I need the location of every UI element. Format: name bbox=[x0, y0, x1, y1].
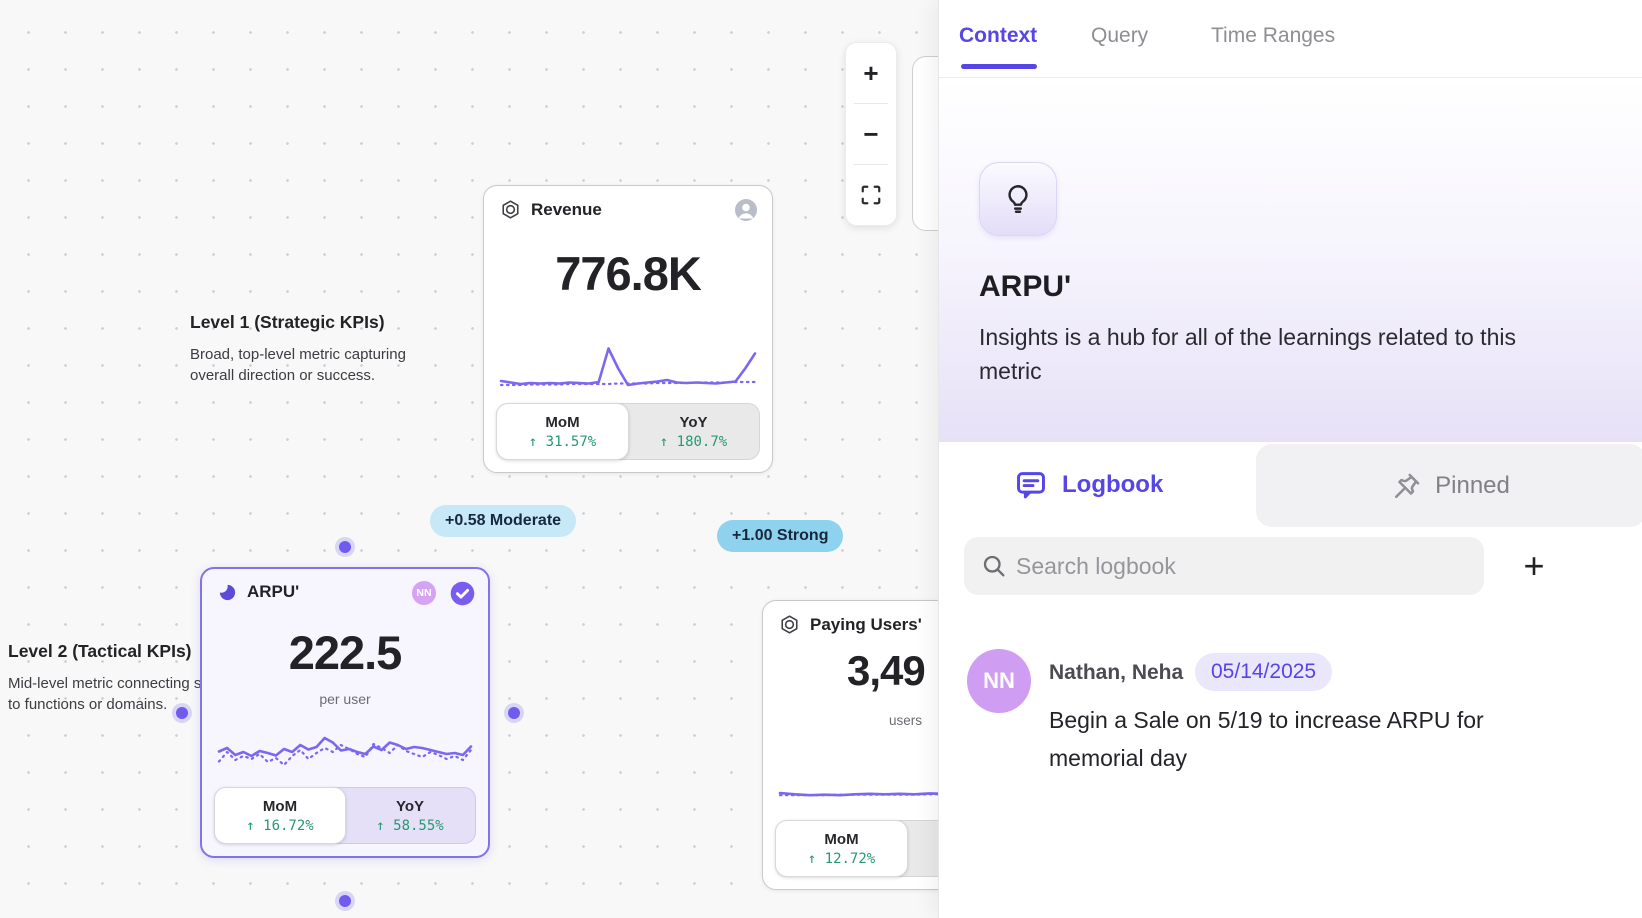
annotation-title: Level 2 (Tactical KPIs) bbox=[8, 641, 192, 661]
metric-card-revenue[interactable]: Revenue 776.8K MoM ↑ 31.57% YoY bbox=[483, 185, 773, 473]
divider bbox=[854, 164, 888, 165]
mom-stat[interactable]: MoM ↑ 16.72% bbox=[214, 787, 346, 844]
divider bbox=[854, 103, 888, 104]
metric-value: 222.5 bbox=[288, 626, 403, 679]
metric-value: 3,49 bbox=[847, 647, 926, 694]
annotation-level-1: Level 1 (Strategic KPIs) Broad, top-leve… bbox=[190, 312, 430, 386]
search-box[interactable] bbox=[964, 537, 1484, 595]
correlation-label-text: +1.00 Strong bbox=[732, 527, 829, 544]
mom-stat[interactable]: MoM ↑ 31.57% bbox=[496, 403, 629, 460]
card-title: ARPU' bbox=[247, 582, 300, 601]
zoom-out-button[interactable]: − bbox=[846, 104, 896, 164]
stat-value: ↑ 16.72% bbox=[246, 817, 314, 834]
stat-label: YoY bbox=[395, 797, 425, 815]
stat-value: ↑ 58.55% bbox=[376, 817, 444, 834]
add-logbook-entry-button[interactable]: + bbox=[1511, 543, 1557, 589]
period-stats: MoM ↑ 31.57% YoY ↑ 180.7% bbox=[496, 403, 760, 460]
metric-unit: per user bbox=[319, 691, 371, 707]
mom-stat[interactable]: MoM ↑ 12.72% bbox=[775, 820, 908, 877]
correlation-label-text: +0.58 Moderate bbox=[445, 512, 562, 529]
correlation-edges-layer bbox=[0, 0, 300, 150]
yoy-stat[interactable]: YoY ↑ 180.7% bbox=[628, 404, 759, 459]
correlation-label-moderate[interactable]: +0.58 Moderate bbox=[430, 505, 577, 537]
card-title: Paying Users' bbox=[810, 614, 922, 634]
metric-unit: users bbox=[889, 713, 923, 728]
panel-metric-description: Insights is a hub for all of the learnin… bbox=[979, 324, 1516, 384]
connection-handle[interactable] bbox=[508, 707, 520, 719]
panel-metric-title: ARPU' bbox=[979, 270, 1072, 303]
search-icon bbox=[980, 552, 1008, 585]
stat-value: ↑ 180.7% bbox=[659, 433, 728, 450]
pin-icon bbox=[1395, 473, 1420, 498]
stat-label: YoY bbox=[679, 413, 708, 431]
insight-icon-box bbox=[979, 162, 1057, 236]
connection-handle[interactable] bbox=[339, 895, 351, 907]
tab-time-ranges[interactable]: Time Ranges bbox=[1211, 24, 1335, 48]
annotation-title: Level 1 (Strategic KPIs) bbox=[190, 312, 385, 332]
tab-label: Time Ranges bbox=[1211, 24, 1336, 47]
tab-query[interactable]: Query bbox=[1091, 24, 1148, 48]
zoom-in-label: + bbox=[863, 57, 879, 88]
metric-value: 776.8K bbox=[555, 247, 702, 300]
zoom-in-button[interactable]: + bbox=[846, 43, 896, 103]
entry-message: Begin a Sale on 5/19 to increase ARPU fo… bbox=[1049, 707, 1484, 771]
fit-view-button[interactable] bbox=[846, 165, 896, 225]
tab-label: Pinned bbox=[1435, 471, 1510, 499]
zoom-out-label: − bbox=[863, 118, 879, 149]
card-header: Revenue bbox=[500, 199, 758, 221]
fit-view-icon bbox=[861, 185, 881, 205]
verified-badge-icon bbox=[450, 581, 475, 606]
tab-label: Logbook bbox=[1062, 470, 1164, 498]
stat-value: ↑ 12.72% bbox=[807, 850, 876, 867]
card-title: Revenue bbox=[531, 199, 602, 219]
stat-label: MoM bbox=[262, 797, 298, 815]
card-header: ARPU' NN bbox=[218, 581, 475, 606]
stat-label: MoM bbox=[824, 830, 859, 848]
owner-avatar-icon bbox=[735, 199, 757, 221]
entry-author: Nathan, Neha bbox=[1049, 661, 1184, 684]
context-panel: Context Query Time Ranges ARPU' Insights… bbox=[938, 0, 1642, 918]
sparkline-solid bbox=[499, 347, 757, 387]
entry-date-badge[interactable]: 05/14/2025 bbox=[1195, 653, 1333, 691]
annotation-description: Mid-level metric connecting strategy to … bbox=[8, 675, 248, 713]
tab-pinned[interactable]: Pinned bbox=[1256, 444, 1642, 527]
sparkline bbox=[216, 721, 474, 777]
moon-icon bbox=[219, 584, 236, 600]
sparkline bbox=[498, 338, 758, 394]
tab-context[interactable]: Context bbox=[959, 24, 1037, 48]
entry-avatar: NN bbox=[967, 649, 1031, 713]
metric-card-arpu[interactable]: ARPU' NN 222.5 per user MoM ↑ 16.72% bbox=[200, 567, 490, 858]
canvas-zoom-toolbar: + − bbox=[845, 42, 897, 226]
connection-handle[interactable] bbox=[176, 707, 188, 719]
metric-hexagon-icon bbox=[502, 200, 519, 219]
sparkline-dotted bbox=[217, 742, 473, 767]
tab-logbook[interactable]: Logbook bbox=[1014, 442, 1163, 527]
plus-icon: + bbox=[1523, 545, 1545, 586]
annotation-description: Broad, top-level metric capturing overal… bbox=[190, 346, 406, 384]
yoy-stat[interactable]: YoY ↑ 58.55% bbox=[345, 788, 475, 843]
stat-label: MoM bbox=[545, 413, 580, 431]
active-tab-indicator bbox=[961, 64, 1037, 69]
metric-context-header: ARPU' Insights is a hub for all of the l… bbox=[939, 78, 1642, 442]
card-header: Paying Users' bbox=[779, 614, 1037, 635]
logbook-entry[interactable]: NN Nathan, Neha 05/14/2025 Begin a Sale … bbox=[939, 645, 1642, 825]
tab-label: Context bbox=[959, 24, 1038, 47]
logbook-pinned-tabs: Logbook Pinned bbox=[939, 442, 1642, 527]
tab-label: Query bbox=[1091, 24, 1149, 47]
logbook-chat-icon bbox=[1017, 471, 1045, 498]
logbook-search-row: + bbox=[939, 537, 1642, 595]
correlation-label-strong[interactable]: +1.00 Strong bbox=[717, 520, 844, 552]
search-logbook-input[interactable] bbox=[1016, 537, 1456, 595]
period-stats: MoM ↑ 16.72% YoY ↑ 58.55% bbox=[214, 787, 476, 844]
metric-hexagon-icon bbox=[781, 615, 798, 634]
annotation-level-2: Level 2 (Tactical KPIs) Mid-level metric… bbox=[8, 641, 248, 715]
assignee-avatar[interactable]: NN bbox=[412, 581, 436, 605]
panel-tabbar: Context Query Time Ranges bbox=[939, 0, 1642, 78]
sparkline-solid bbox=[217, 736, 473, 758]
connection-handle[interactable] bbox=[339, 541, 351, 553]
stat-value: ↑ 31.57% bbox=[528, 433, 597, 450]
lightbulb-icon bbox=[1008, 185, 1028, 213]
